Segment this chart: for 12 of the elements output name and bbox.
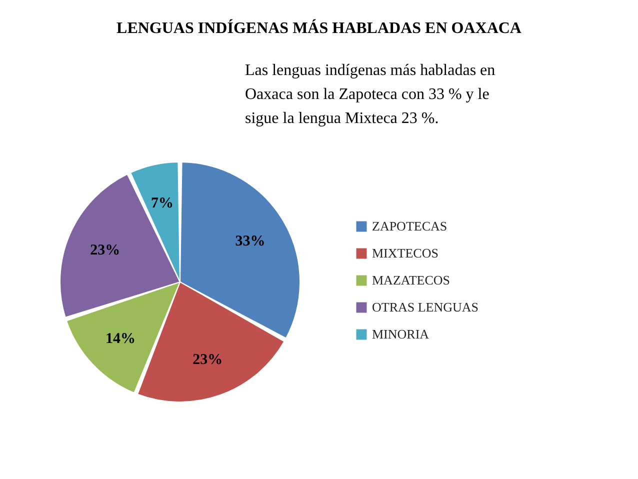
legend-label: OTRAS LENGUAS bbox=[372, 300, 479, 314]
legend-label: MAZATECOS bbox=[372, 272, 450, 288]
legend-label: MIXTECOS bbox=[372, 246, 438, 260]
legend-label: ZAPOTECAS bbox=[372, 218, 448, 234]
data-label: 23% bbox=[90, 242, 120, 259]
data-label: 7% bbox=[150, 195, 174, 212]
chart-title: LENGUAS INDÍGENAS MÁS HABLADAS EN OAXACA bbox=[116, 19, 522, 37]
data-label: 14% bbox=[106, 330, 136, 347]
data-label: 23% bbox=[192, 352, 223, 368]
text: Las lenguas indígenas más habladas en Oaxaca son la Zapoteca con 33 % y le sigue la lengua Mixteca 23 %. bbox=[245, 62, 496, 127]
legend-label: MINORIA bbox=[372, 326, 430, 342]
data-label: 33% bbox=[235, 233, 266, 250]
